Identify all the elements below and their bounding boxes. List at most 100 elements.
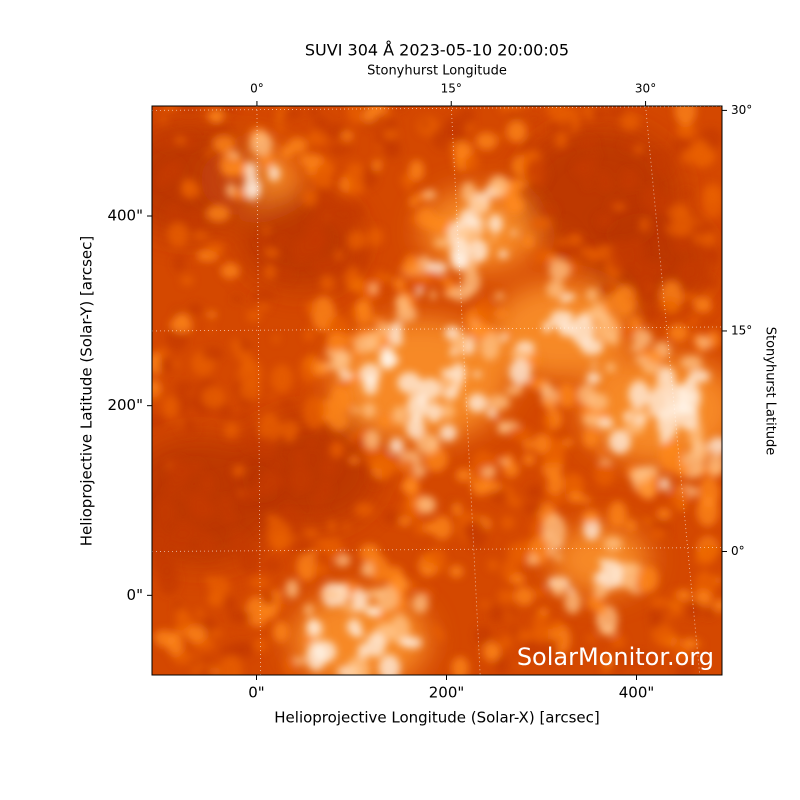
texture-blob (489, 605, 504, 623)
texture-blob (245, 595, 269, 627)
texture-blob (696, 343, 704, 353)
texture-blob (491, 649, 500, 656)
texture-blob (534, 586, 547, 598)
texture-blob (557, 383, 575, 409)
texture-blob (506, 120, 527, 143)
texture-blob (601, 665, 610, 675)
texture-blob (676, 260, 698, 280)
texture-blob (264, 560, 281, 571)
texture-blob (178, 488, 187, 501)
texture-blob (239, 337, 253, 353)
texture-blob (605, 362, 616, 373)
texture-blob (175, 313, 190, 322)
texture-blob (608, 500, 627, 528)
texture-blob (492, 487, 508, 505)
texture-blob (524, 137, 533, 150)
y-axis-label: Helioprojective Latitude (Solar-Y) [arcs… (78, 236, 96, 546)
texture-blob (566, 311, 574, 320)
texture-blob (239, 381, 262, 401)
texture-blob (178, 465, 192, 477)
texture-blob (629, 316, 642, 330)
texture-blob (197, 657, 211, 665)
texture-blob (314, 192, 338, 224)
texture-blob (423, 189, 437, 200)
texture-blob (596, 449, 607, 455)
texture-blob (152, 524, 171, 553)
texture-blob (244, 161, 257, 181)
texture-blob (369, 283, 378, 294)
texture-blob (586, 371, 601, 384)
texture-blob (407, 392, 428, 420)
texture-blob (285, 579, 299, 599)
texture-blob (166, 457, 191, 488)
texture-blob (263, 247, 280, 258)
texture-blob (506, 202, 524, 215)
texture-blob (262, 226, 271, 234)
texture-blob (548, 259, 571, 281)
texture-blob (382, 128, 399, 141)
texture-blob (362, 402, 376, 419)
texture-blob (266, 513, 277, 523)
texture-blob (582, 509, 600, 524)
texture-blob (374, 270, 387, 285)
texture-blob (306, 440, 317, 450)
y2-tick-label: 30° (731, 103, 752, 117)
texture-blob (367, 227, 384, 247)
texture-blob (202, 227, 209, 235)
texture-blob (270, 364, 293, 394)
y-tick-label: 200" (107, 396, 143, 414)
plot-frame (151, 105, 723, 676)
texture-blob (159, 115, 167, 124)
texture-blob (436, 630, 445, 642)
texture-blob (302, 395, 327, 430)
texture-blob (372, 159, 382, 172)
grid-line (645, 106, 701, 675)
texture-blob (706, 291, 714, 297)
texture-blob (712, 599, 722, 612)
texture-blob (682, 292, 697, 301)
texture-blob (392, 405, 407, 425)
texture-blob (693, 296, 712, 313)
texture-blob (174, 136, 186, 145)
texture-blob (532, 433, 550, 454)
texture-blob (172, 254, 186, 273)
texture-blob (364, 429, 380, 450)
texture-blob (600, 559, 623, 589)
texture-blob (231, 338, 241, 351)
texture-blob (309, 231, 325, 249)
x-axis-label: Helioprojective Longitude (Solar-X) [arc… (274, 709, 599, 727)
texture-blob (369, 475, 379, 488)
texture-blob (422, 555, 440, 566)
texture-blob (394, 459, 416, 474)
texture-blob (510, 348, 534, 360)
texture-blob (598, 558, 608, 566)
texture-blob (497, 589, 515, 604)
texture-blob (648, 608, 663, 629)
x2-tick-label: 0° (250, 82, 264, 96)
texture-blob (596, 602, 608, 617)
texture-blob (416, 270, 441, 284)
texture-blob (222, 511, 237, 523)
texture-blob (417, 378, 442, 400)
texture-blob (217, 403, 232, 421)
texture-blob (408, 159, 425, 182)
texture-blob (206, 111, 225, 121)
texture-blob (480, 331, 500, 361)
texture-blob (529, 177, 537, 182)
texture-blob (228, 609, 252, 624)
texture-blob (306, 618, 321, 636)
texture-blob (341, 131, 354, 141)
texture-blob (206, 575, 215, 584)
x-tick-label: 400" (619, 684, 655, 702)
texture-blob (550, 576, 566, 597)
texture-blob (327, 519, 337, 533)
texture-blob (610, 650, 627, 674)
texture-blob (378, 467, 391, 479)
texture-blob (158, 164, 175, 184)
texture-blob (511, 628, 519, 637)
texture-blob (399, 515, 411, 527)
texture-blob (283, 107, 302, 119)
texture-blob (183, 415, 194, 429)
texture-blob (527, 553, 538, 566)
texture-blob (198, 668, 207, 675)
